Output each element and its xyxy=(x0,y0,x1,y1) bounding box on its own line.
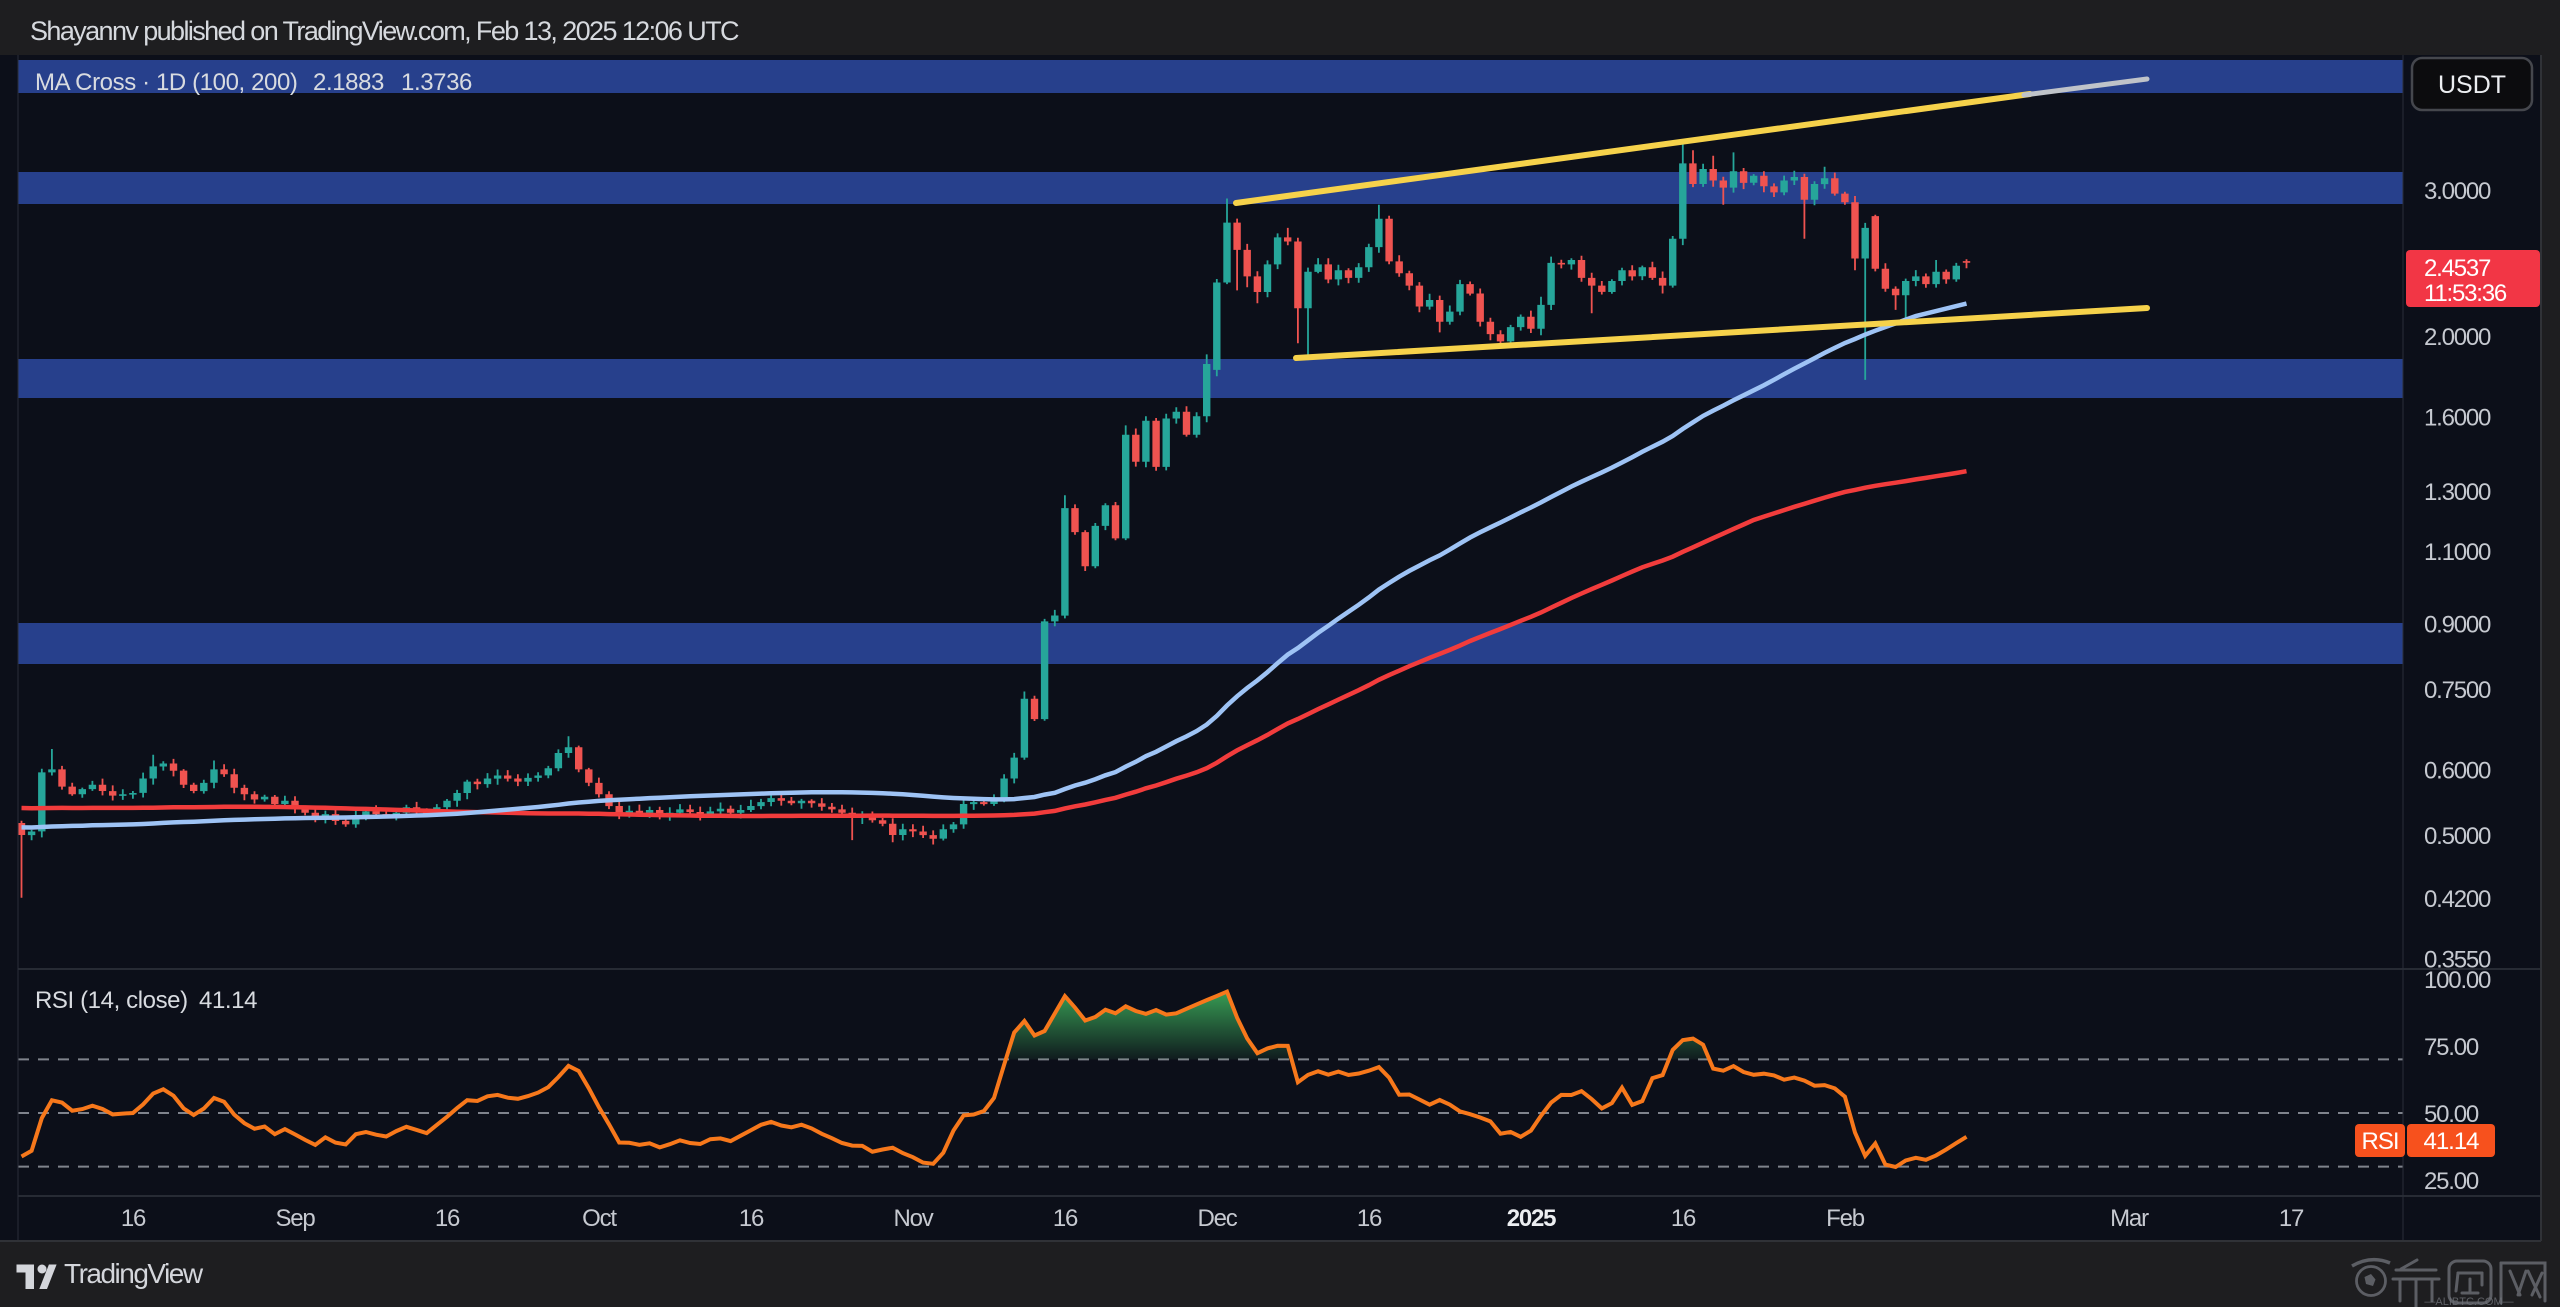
svg-text:100.00: 100.00 xyxy=(2424,967,2491,994)
svg-text:TradingView: TradingView xyxy=(64,1258,204,1289)
svg-text:2.4537: 2.4537 xyxy=(2424,255,2491,282)
svg-text:17: 17 xyxy=(2279,1205,2304,1232)
svg-text:0.6000: 0.6000 xyxy=(2424,757,2491,784)
svg-text:16: 16 xyxy=(1357,1205,1382,1232)
svg-text:Dec: Dec xyxy=(1197,1205,1237,1232)
svg-text:Oct: Oct xyxy=(582,1205,617,1232)
svg-text:41.14: 41.14 xyxy=(2423,1128,2479,1155)
svg-text:0.3550: 0.3550 xyxy=(2424,946,2491,973)
svg-text:RSI: RSI xyxy=(2361,1128,2398,1155)
svg-text:2.0000: 2.0000 xyxy=(2424,324,2491,351)
svg-text:1.6000: 1.6000 xyxy=(2424,404,2491,431)
svg-text:25.00: 25.00 xyxy=(2424,1168,2479,1195)
svg-text:16: 16 xyxy=(121,1205,146,1232)
svg-text:RSI (14, close): RSI (14, close) xyxy=(35,987,188,1014)
svg-text:1.3736: 1.3736 xyxy=(401,69,472,96)
svg-text:16: 16 xyxy=(435,1205,460,1232)
svg-text:1.1000: 1.1000 xyxy=(2424,539,2491,566)
svg-text:Shayannv published on TradingV: Shayannv published on TradingView.com, F… xyxy=(30,16,739,46)
svg-text:0.7500: 0.7500 xyxy=(2424,677,2491,704)
svg-text:Mar: Mar xyxy=(2110,1205,2149,1232)
svg-text:2.1883: 2.1883 xyxy=(313,69,384,96)
svg-text:0.9000: 0.9000 xyxy=(2424,611,2491,638)
svg-text:3.0000: 3.0000 xyxy=(2424,178,2491,205)
svg-text:16: 16 xyxy=(1671,1205,1696,1232)
svg-text:41.14: 41.14 xyxy=(199,987,257,1014)
svg-text:1.3000: 1.3000 xyxy=(2424,479,2491,506)
svg-text:2025: 2025 xyxy=(1507,1205,1556,1232)
svg-text:50.00: 50.00 xyxy=(2424,1101,2479,1128)
svg-text:16: 16 xyxy=(1053,1205,1078,1232)
svg-text:—ALIBTC.COM—: —ALIBTC.COM— xyxy=(2424,1296,2513,1307)
svg-text:0.4200: 0.4200 xyxy=(2424,886,2491,913)
svg-text:Sep: Sep xyxy=(275,1205,315,1232)
svg-text:Nov: Nov xyxy=(893,1205,933,1232)
svg-text:USDT: USDT xyxy=(2438,71,2506,99)
svg-text:11:53:36: 11:53:36 xyxy=(2424,280,2507,307)
svg-text:MA Cross · 1D (100, 200): MA Cross · 1D (100, 200) xyxy=(35,69,298,96)
svg-text:Feb: Feb xyxy=(1826,1205,1865,1232)
svg-text:16: 16 xyxy=(739,1205,764,1232)
svg-text:0.5000: 0.5000 xyxy=(2424,823,2491,850)
svg-text:75.00: 75.00 xyxy=(2424,1034,2479,1061)
